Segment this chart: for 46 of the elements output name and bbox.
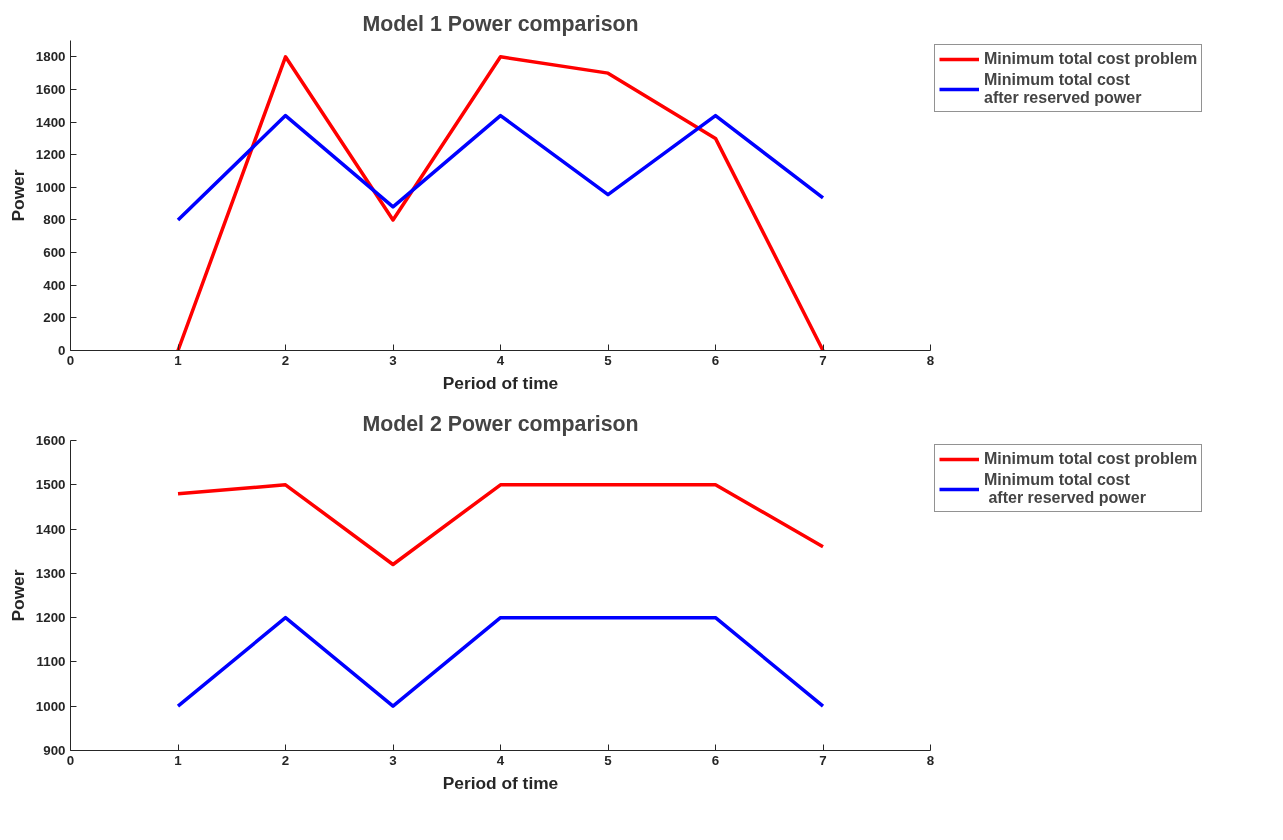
x-axis-title: Period of time [442,772,559,793]
y-tick-label: 1200 [35,147,66,163]
y-tick-label: 1000 [35,179,66,195]
y-tick-label: 1000 [35,698,66,714]
y-tick-label: 200 [43,310,66,326]
y-tick-label: 800 [43,212,66,228]
chart-title: Model 1 Power comparison [362,11,639,36]
y-tick-label: 1400 [35,114,66,130]
chart-title: Model 2 Power comparison [362,411,639,436]
y-tick-label: 1300 [35,565,66,581]
y-tick-label: 400 [43,277,66,293]
x-tick-label: 6 [711,752,720,768]
x-tick-label: 3 [389,352,397,368]
y-tick-label: 1100 [36,654,66,670]
x-tick-label: 2 [281,752,290,768]
x-axis-title: Period of time [442,372,559,393]
y-tick-label: 1400 [35,521,66,537]
y-tick-label: 600 [43,245,66,261]
x-tick-label: 3 [389,752,397,768]
legend-label: Minimum total cost after reserved power [984,71,1142,107]
x-tick-label: 8 [926,352,935,368]
x-tick-label: 5 [604,752,613,768]
x-tick-label: 4 [496,752,505,768]
line-series [176,113,825,222]
y-axis-title: Power [7,169,28,222]
legend-label: Minimum total cost problem [984,49,1198,69]
y-tick-label: 1600 [35,433,66,448]
x-tick-label: 7 [819,352,827,368]
x-tick-label: 6 [711,352,720,368]
x-tick-label: 4 [496,352,505,368]
legend-label: Minimum total cost after reserved power [984,471,1146,507]
x-tick-label: 1 [174,752,183,768]
y-tick-label: 1500 [35,477,66,493]
y-tick-label: 1600 [35,81,66,97]
y-tick-label: 1800 [35,49,66,65]
y-tick-label: 1200 [35,610,66,626]
x-tick-label: 5 [604,352,613,368]
line-series [176,483,825,567]
line-series [176,55,825,351]
legend-label: Minimum total cost problem [984,449,1198,469]
y-tick-label: 900 [43,743,66,758]
y-axis-title: Power [7,569,28,622]
x-tick-label: 8 [926,752,935,768]
x-tick-label: 7 [819,752,827,768]
x-tick-label: 1 [174,352,183,368]
x-tick-label: 2 [281,352,290,368]
